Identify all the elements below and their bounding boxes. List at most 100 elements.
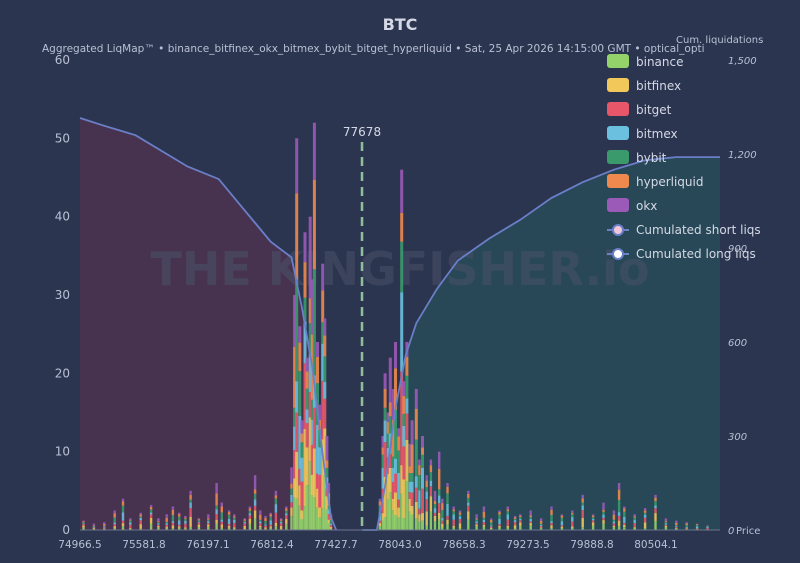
bar-segment-bitmex — [418, 491, 420, 509]
liq-bar — [540, 518, 542, 530]
bar-segment-bitfinex — [675, 528, 677, 529]
bar-segment-bitmex — [150, 513, 152, 515]
bar-segment-bitget — [233, 523, 235, 527]
x-tick-label: 80504.1 — [634, 539, 677, 551]
x-tick-label: 79273.5 — [506, 539, 549, 551]
bar-segment-okx — [207, 514, 209, 518]
bar-segment-bitget — [295, 413, 298, 452]
bar-segment-okx — [459, 510, 461, 512]
bar-segment-hyperliquid — [514, 517, 516, 519]
bar-segment-hyperliquid — [400, 213, 403, 242]
bar-segment-bitfinex — [530, 523, 532, 526]
bar-segment-bitfinex — [540, 527, 542, 528]
bar-segment-hyperliquid — [166, 518, 168, 522]
bar-segment-hyperliquid — [103, 524, 105, 526]
bar-segment-bitget — [264, 526, 266, 527]
bar-segment-bitget — [150, 515, 152, 519]
bar-segment-okx — [233, 514, 235, 516]
bar-segment-bitmex — [467, 503, 469, 506]
liq-bar — [405, 342, 408, 530]
bar-segment-bybit — [244, 521, 246, 522]
bar-segment-hyperliquid — [300, 434, 303, 443]
bar-segment-binance — [430, 512, 432, 530]
bar-segment-bitmex — [426, 492, 428, 500]
liq-bar — [207, 514, 209, 530]
liq-bar — [421, 436, 424, 530]
bar-segment-bybit — [411, 473, 414, 482]
bar-segment-bitmex — [441, 518, 443, 521]
liq-bar — [290, 467, 292, 530]
bar-segment-bitmex — [394, 459, 397, 474]
bar-segment-bitget — [467, 506, 469, 512]
bar-segment-bitmex — [459, 516, 461, 519]
bar-segment-bitmex — [249, 514, 251, 516]
bar-segment-hyperliquid — [602, 510, 604, 512]
bar-segment-bybit — [207, 520, 209, 522]
bar-segment-bitmex — [215, 509, 217, 514]
bar-segment-bitfinex — [434, 516, 436, 522]
bar-segment-hyperliquid — [189, 495, 191, 500]
bar-segment-bitget — [397, 499, 400, 507]
bar-segment-bitfinex — [233, 527, 235, 528]
bar-segment-hyperliquid — [221, 506, 223, 512]
bar-segment-okx — [394, 342, 397, 368]
bar-segment-bitfinex — [696, 529, 698, 530]
bar-segment-bitfinex — [254, 510, 256, 518]
bar-segment-okx — [550, 507, 552, 510]
bar-segment-okx — [426, 475, 428, 481]
bar-segment-hyperliquid — [582, 498, 584, 502]
bar-segment-bitget — [411, 493, 414, 506]
right-tick-label: 300 — [728, 432, 747, 443]
bar-segment-hyperliquid — [313, 180, 316, 270]
bar-segment-bitmex — [184, 521, 186, 524]
liq-bar — [198, 518, 200, 530]
bar-segment-hyperliquid — [244, 519, 246, 520]
bar-segment-okx — [129, 518, 131, 519]
bar-segment-hyperliquid — [264, 518, 266, 521]
legend-label-bybit: bybit — [636, 151, 667, 165]
bar-segment-bitmex — [675, 526, 677, 527]
bar-segment-bitmex — [540, 525, 542, 526]
bar-segment-bitget — [426, 499, 428, 511]
bar-segment-okx — [411, 420, 414, 444]
bar-segment-hyperliquid — [438, 469, 440, 489]
legend-swatch-okx — [607, 198, 629, 212]
bar-segment-bitfinex — [129, 528, 131, 529]
legend-swatch-binance — [607, 54, 629, 68]
bar-segment-okx — [644, 508, 646, 510]
bar-segment-binance — [300, 519, 303, 530]
bar-segment-hyperliquid — [411, 445, 414, 474]
bar-segment-bitmex — [438, 496, 440, 504]
bar-segment-bitget — [434, 513, 436, 516]
bar-segment-bitmex — [275, 504, 277, 513]
bar-segment-binance — [306, 485, 309, 530]
liq-bar — [300, 420, 303, 530]
bar-segment-binance — [290, 516, 292, 530]
bar-segment-bybit — [665, 522, 667, 523]
bar-segment-bitget — [446, 516, 448, 520]
bar-segment-bybit — [618, 500, 620, 512]
bar-segment-okx — [157, 518, 159, 521]
bar-segment-binance — [421, 521, 424, 530]
bar-segment-bitfinex — [441, 524, 443, 528]
bar-segment-bitfinex — [613, 526, 615, 528]
bar-segment-bitget — [313, 408, 316, 449]
bar-segment-okx — [415, 389, 418, 409]
liq-bar — [453, 507, 455, 531]
liq-bar — [696, 524, 698, 530]
bar-segment-okx — [402, 381, 405, 396]
liq-bar — [618, 483, 620, 530]
liq-bar — [706, 525, 708, 530]
bar-segment-bitget — [418, 509, 420, 515]
bar-segment-hyperliquid — [316, 357, 319, 383]
liq-bar — [259, 510, 261, 530]
bar-segment-bitget — [114, 524, 116, 526]
bar-segment-bitget — [244, 523, 246, 526]
bar-segment-bitget — [592, 520, 594, 522]
bar-segment-bybit — [389, 416, 392, 433]
bar-segment-binance — [122, 526, 124, 530]
bar-segment-bitmex — [498, 519, 500, 524]
bar-segment-hyperliquid — [254, 489, 256, 493]
bar-segment-okx — [82, 521, 84, 522]
bar-segment-binance — [415, 519, 418, 530]
